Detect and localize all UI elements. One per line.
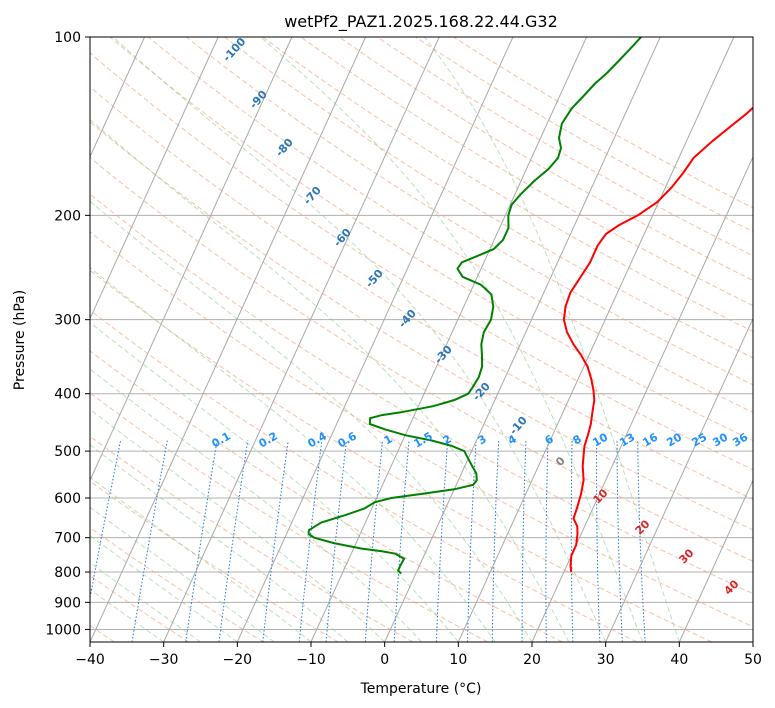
dry-adiabat bbox=[185, 37, 753, 386]
mixing-ratio-line bbox=[218, 440, 249, 642]
mixing-ratio-line bbox=[435, 440, 449, 642]
y-tick-label: 1000 bbox=[45, 622, 81, 638]
moist-adiabat bbox=[90, 368, 422, 642]
mixing-ratio-line bbox=[185, 440, 218, 642]
y-axis-ticks: 100 200 300 400 500 600 700 800 900 1000 bbox=[45, 30, 90, 638]
y-tick-label: 700 bbox=[54, 531, 81, 547]
isotherm-line bbox=[384, 37, 661, 642]
y-tick-label: 600 bbox=[54, 491, 81, 507]
isotherm-line bbox=[678, 479, 753, 642]
mixing-ratio-line bbox=[393, 440, 410, 642]
mixing-ratio-line bbox=[467, 440, 477, 642]
dry-adiabat bbox=[90, 231, 753, 628]
x-axis-label: Temperature (°C) bbox=[360, 681, 482, 697]
dry-adiabat bbox=[90, 575, 190, 642]
mixing-ratio-line bbox=[325, 440, 347, 642]
isotherm-line bbox=[163, 37, 440, 642]
dry-adiabat bbox=[90, 269, 712, 642]
mixing-ratio-line bbox=[521, 440, 527, 642]
dry-adiabat bbox=[147, 37, 753, 413]
mixing-ratio-line bbox=[262, 440, 289, 642]
moist-adiabat bbox=[90, 118, 570, 642]
chart-title: wetPf2_PAZ1.2025.168.22.44.G32 bbox=[284, 12, 558, 32]
x-tick-label: 0 bbox=[380, 652, 389, 668]
moist-adiabat bbox=[424, 37, 680, 642]
mixing-ratio-lines bbox=[90, 440, 646, 642]
mixing-ratio-line bbox=[364, 440, 383, 642]
isotherm-line bbox=[531, 155, 753, 642]
dry-adiabat bbox=[90, 86, 753, 500]
mixing-ratio-line bbox=[131, 440, 168, 642]
isotherm-line bbox=[236, 37, 514, 642]
x-tick-label: −10 bbox=[296, 652, 326, 668]
x-tick-label: −30 bbox=[149, 652, 179, 668]
skewed-isotherm-lines bbox=[90, 37, 753, 642]
x-tick-label: 20 bbox=[523, 652, 541, 668]
profile-series bbox=[307, 37, 753, 575]
mixing-ratio-line bbox=[545, 440, 549, 642]
plot-frame bbox=[89, 36, 754, 643]
moist-adiabat bbox=[90, 562, 201, 642]
x-tick-label: 40 bbox=[670, 652, 688, 668]
x-tick-label: −20 bbox=[223, 652, 253, 668]
y-tick-label: 900 bbox=[54, 595, 81, 611]
x-tick-label: 30 bbox=[597, 652, 615, 668]
mixing-ratio-line bbox=[637, 440, 646, 642]
y-tick-label: 400 bbox=[54, 387, 81, 403]
mixing-ratio-line bbox=[90, 440, 122, 601]
mixing-ratio-line bbox=[596, 440, 601, 642]
isotherm-line bbox=[457, 37, 735, 642]
mixing-ratio-line bbox=[616, 440, 623, 642]
isotherm-line bbox=[605, 317, 753, 642]
x-tick-label: 50 bbox=[744, 652, 762, 668]
moist-adiabat bbox=[90, 588, 164, 642]
dewpoint-line bbox=[307, 37, 642, 575]
isotherm-line bbox=[90, 37, 146, 159]
moist-adiabat bbox=[112, 37, 607, 642]
y-tick-label: 200 bbox=[54, 208, 81, 224]
temperature-line bbox=[562, 106, 753, 573]
moist-adiabat bbox=[260, 37, 643, 642]
moist-adiabat bbox=[90, 321, 459, 642]
moist-adiabat bbox=[90, 444, 349, 642]
y-tick-label: 800 bbox=[54, 565, 81, 581]
x-tick-label: 10 bbox=[449, 652, 467, 668]
moist-adiabat bbox=[90, 200, 533, 642]
dry-adiabat bbox=[90, 350, 563, 642]
x-tick-label: −40 bbox=[75, 652, 105, 668]
mixing-ratio-line bbox=[491, 440, 500, 642]
isotherm-line bbox=[90, 37, 219, 320]
y-tick-label: 500 bbox=[54, 444, 81, 460]
y-tick-label: 300 bbox=[54, 313, 81, 329]
mixing-ratio-line bbox=[298, 440, 323, 642]
y-tick-label: 100 bbox=[54, 30, 81, 46]
dry-adiabat bbox=[224, 37, 753, 359]
isotherm-line bbox=[310, 37, 588, 642]
pressure-gridlines bbox=[90, 37, 753, 630]
dry-adiabat bbox=[90, 392, 488, 642]
x-axis-ticks: −40 −30 −20 −10 0 10 20 30 40 50 bbox=[75, 642, 762, 668]
y-axis-label: Pressure (hPa) bbox=[12, 290, 28, 390]
isotherm-line bbox=[90, 37, 293, 482]
dry-adiabat bbox=[90, 121, 753, 531]
isotherm-line bbox=[90, 37, 367, 642]
